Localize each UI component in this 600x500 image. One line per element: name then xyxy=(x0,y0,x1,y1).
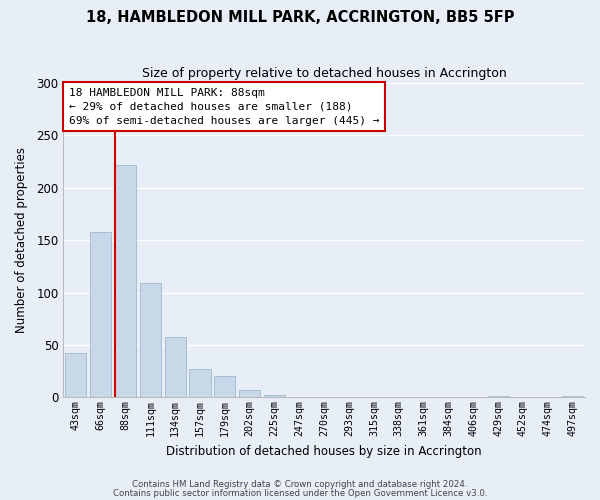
Bar xyxy=(164,336,186,398)
Bar xyxy=(562,396,583,398)
Bar xyxy=(264,396,285,398)
Text: Contains public sector information licensed under the Open Government Licence v3: Contains public sector information licen… xyxy=(113,489,487,498)
Bar xyxy=(214,376,235,398)
Bar xyxy=(65,354,86,398)
Title: Size of property relative to detached houses in Accrington: Size of property relative to detached ho… xyxy=(142,68,506,80)
Bar xyxy=(140,283,161,398)
Bar xyxy=(115,165,136,398)
Text: 18, HAMBLEDON MILL PARK, ACCRINGTON, BB5 5FP: 18, HAMBLEDON MILL PARK, ACCRINGTON, BB5… xyxy=(86,10,514,25)
Text: 18 HAMBLEDON MILL PARK: 88sqm
← 29% of detached houses are smaller (188)
69% of : 18 HAMBLEDON MILL PARK: 88sqm ← 29% of d… xyxy=(68,88,379,126)
Bar xyxy=(239,390,260,398)
Text: Contains HM Land Registry data © Crown copyright and database right 2024.: Contains HM Land Registry data © Crown c… xyxy=(132,480,468,489)
Bar xyxy=(190,369,211,398)
Bar xyxy=(488,396,509,398)
X-axis label: Distribution of detached houses by size in Accrington: Distribution of detached houses by size … xyxy=(166,444,482,458)
Y-axis label: Number of detached properties: Number of detached properties xyxy=(15,147,28,333)
Bar xyxy=(90,232,111,398)
